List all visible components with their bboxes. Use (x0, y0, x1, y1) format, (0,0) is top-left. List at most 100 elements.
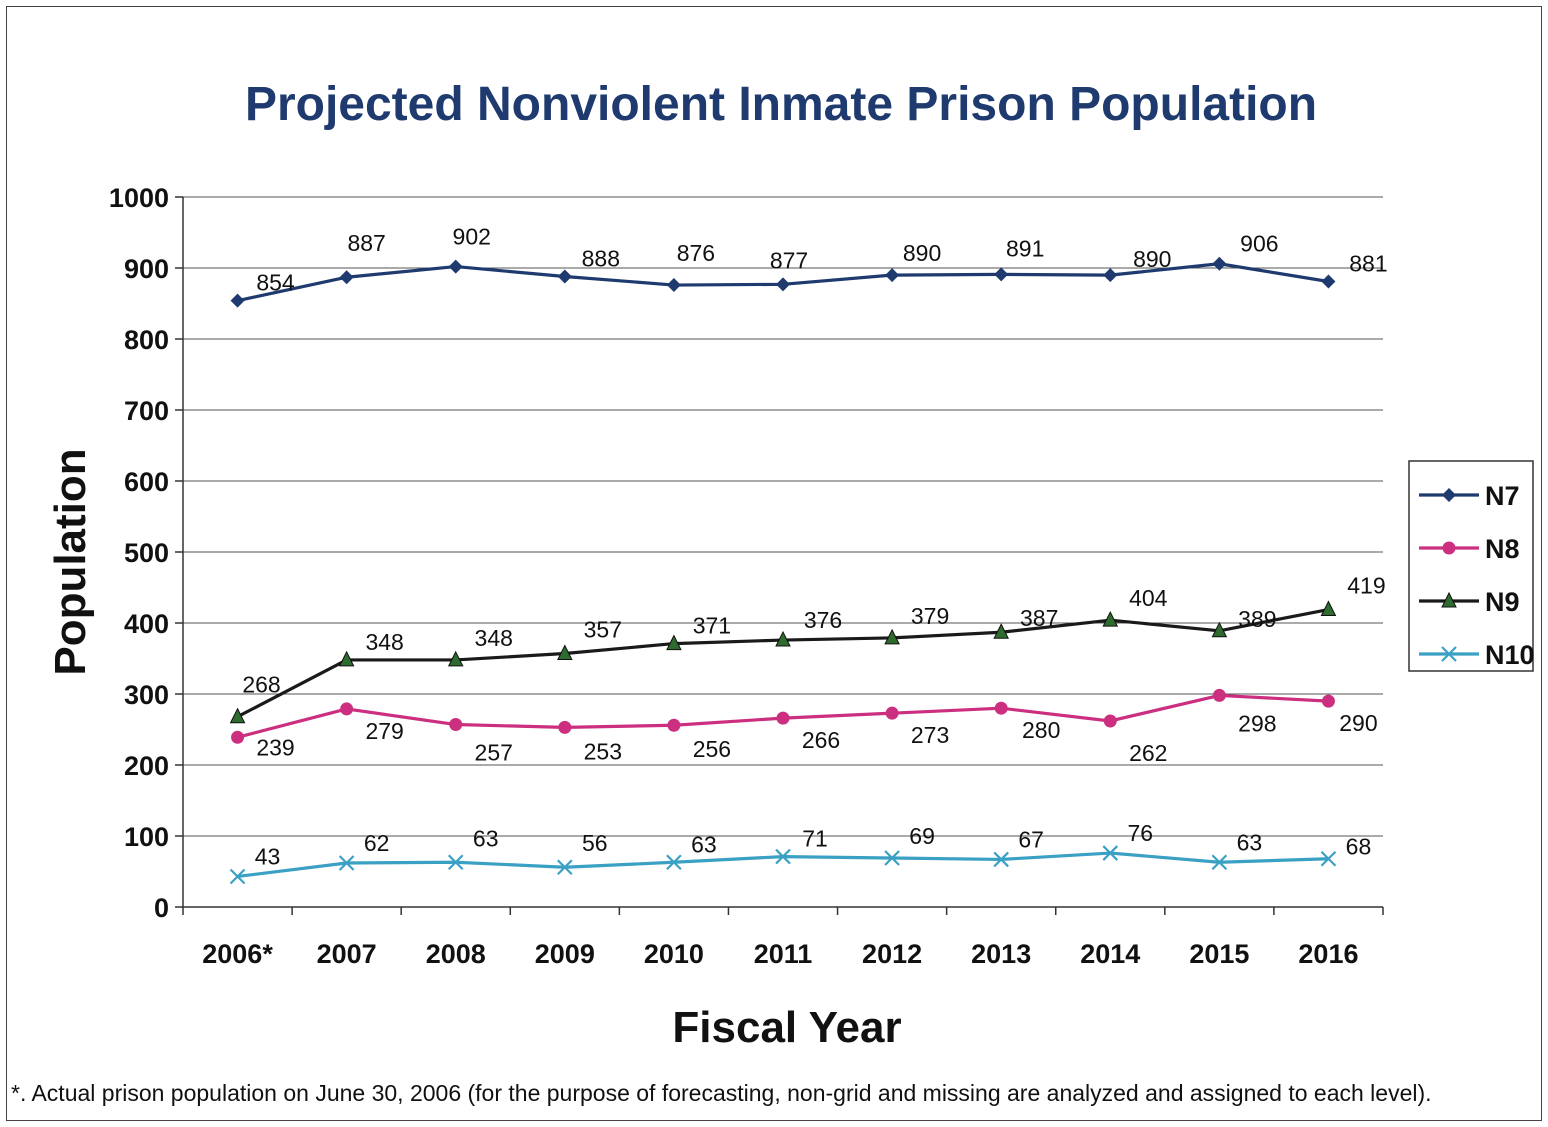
data-point-n10-stroke (229, 868, 246, 885)
data-point-n10 (884, 850, 900, 866)
data-point-n7 (1103, 268, 1118, 283)
y-tick-label: 700 (124, 396, 169, 426)
data-label-n10: 63 (1237, 829, 1263, 855)
data-point-n8 (1212, 688, 1226, 702)
data-point-n8 (776, 711, 790, 725)
data-point-n10 (666, 854, 682, 871)
data-point-n7 (1212, 256, 1227, 271)
data-point-n10 (1102, 845, 1119, 861)
data-point-n10 (775, 848, 791, 865)
data-label-n7: 877 (770, 247, 808, 273)
data-point-n10 (229, 868, 246, 885)
data-point-n7 (557, 269, 572, 284)
data-label-n8: 279 (365, 718, 403, 744)
data-labels: 854 887 902 888 876 877 890 891 890 906 881 239 279 2… (242, 224, 1387, 870)
data-label-n8: 256 (693, 736, 731, 762)
data-label-n9: 357 (584, 617, 622, 643)
data-point-n7 (1321, 274, 1336, 289)
data-label-n8: 273 (911, 722, 949, 748)
x-tick-label: 2008 (426, 939, 486, 969)
x-tick-label: 2006* (202, 939, 273, 969)
data-label-n8: 266 (802, 727, 840, 753)
data-label-n9: 376 (804, 607, 842, 633)
legend-marker-n10-stroke (1441, 646, 1457, 662)
data-label-n10: 76 (1127, 820, 1153, 846)
data-label-n8: 253 (584, 738, 622, 764)
data-label-n7: 854 (256, 270, 295, 296)
data-point-n10-stroke (338, 855, 355, 871)
data-label-n7: 876 (677, 240, 715, 266)
y-tick-label: 300 (124, 680, 169, 710)
data-label-n7: 881 (1349, 250, 1387, 276)
data-label-n9: 348 (365, 629, 403, 655)
data-label-n10: 67 (1018, 826, 1044, 852)
data-point-n10-stroke (447, 854, 464, 871)
data-label-n10: 43 (255, 843, 281, 869)
data-label-n7: 902 (453, 224, 491, 250)
data-point-n9 (993, 623, 1009, 639)
data-point-n10 (338, 855, 355, 871)
data-point-n7 (230, 293, 245, 308)
data-point-n10 (447, 854, 464, 871)
legend-label-n7: N7 (1485, 481, 1520, 511)
x-tick-label: 2009 (535, 939, 595, 969)
data-label-n9: 404 (1129, 585, 1168, 611)
data-point-n9 (1211, 621, 1228, 638)
data-point-n10-stroke (557, 859, 573, 876)
data-point-n9 (1320, 600, 1337, 617)
data-point-n8 (449, 718, 463, 732)
data-point-n7 (994, 267, 1009, 282)
x-tick-label: 2012 (862, 939, 922, 969)
data-label-n7: 887 (347, 230, 385, 256)
data-label-n8: 290 (1339, 710, 1377, 736)
x-tick-label: 2007 (317, 939, 377, 969)
data-label-n9: 419 (1347, 573, 1385, 599)
data-point-n9 (557, 644, 573, 661)
data-label-n8: 262 (1129, 740, 1167, 766)
data-point-n8 (1321, 694, 1335, 708)
data-point-n7 (885, 268, 900, 283)
x-axis-title: Fiscal Year (672, 1003, 901, 1052)
chart-canvas: Projected Nonviolent Inmate Prison Popul… (11, 78, 1535, 1106)
data-point-n9 (1102, 611, 1119, 627)
y-axis-title: Population (46, 448, 95, 675)
gridlines (175, 196, 1384, 915)
data-point-n9 (775, 630, 791, 647)
data-point-n9 (447, 650, 464, 667)
data-point-n9 (229, 707, 246, 724)
data-point-n10-stroke (993, 851, 1009, 868)
data-point-n10 (993, 851, 1009, 868)
legend-marker-n9 (1441, 591, 1457, 608)
data-label-n9: 348 (475, 625, 513, 651)
legend-marker-n10 (1441, 646, 1457, 662)
x-tick-label: 2013 (971, 939, 1031, 969)
data-point-n7 (339, 270, 354, 285)
y-tick-labels: 0 100 200 300 400 500 600 700 800 900 1000 (109, 183, 169, 923)
y-tick-label: 900 (124, 254, 169, 284)
series-line-n9 (236, 607, 1329, 719)
y-tick-label: 200 (124, 751, 169, 781)
data-label-n7: 890 (903, 240, 941, 266)
legend-marker-n8 (1442, 541, 1456, 555)
x-tick-label: 2016 (1298, 939, 1358, 969)
x-tick-label: 2011 (754, 939, 813, 969)
data-label-n10: 71 (802, 826, 828, 852)
data-point-n7 (448, 259, 463, 274)
data-point-n10-stroke (1102, 845, 1119, 861)
series-markers (229, 256, 1337, 885)
data-point-n9 (666, 634, 682, 651)
data-point-n10-stroke (775, 848, 791, 865)
y-tick-label: 100 (124, 822, 169, 852)
data-point-n8 (667, 718, 681, 732)
data-label-n10: 56 (582, 830, 608, 856)
y-tick-label: 600 (124, 467, 169, 497)
footnote: *. Actual prison population on June 30, … (11, 1080, 1432, 1106)
data-point-n8 (1103, 714, 1117, 728)
data-label-n7: 890 (1133, 246, 1171, 272)
data-point-n10 (557, 859, 573, 876)
x-tick-label: 2014 (1080, 939, 1140, 969)
data-label-n8: 239 (256, 734, 294, 760)
series-lines (236, 262, 1329, 879)
data-point-n8 (231, 730, 245, 744)
data-point-n10 (1211, 854, 1228, 871)
